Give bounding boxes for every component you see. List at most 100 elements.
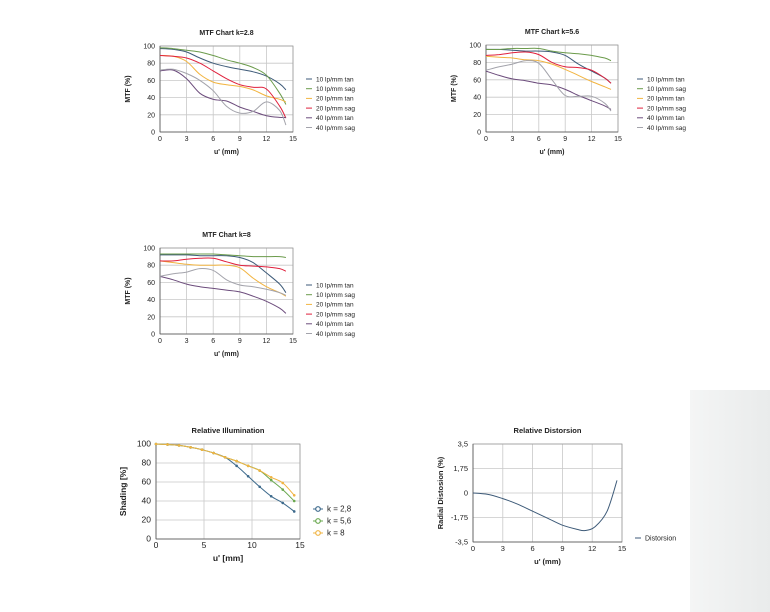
legend-label: 10 lp/mm sag [647, 86, 686, 93]
legend-label: 20 lp/mm sag [647, 105, 686, 112]
y-tick-label: 60 [147, 78, 155, 85]
y-tick-label: 40 [142, 496, 152, 506]
chart-relative-illumination: Relative Illumination 0 5 10 15 0 20 40 60 80 100 u… [118, 426, 352, 563]
data-point [292, 494, 296, 497]
data-point [281, 481, 285, 485]
y-tick-label: 60 [473, 77, 481, 84]
series-line-4 [159, 275, 287, 314]
legend-label: 20 lp/mm tan [316, 96, 354, 103]
y-tick-label: 20 [147, 112, 155, 119]
x-axis-label: u' [mm] [213, 553, 244, 563]
legend-label: 40 lp/mm sag [647, 125, 686, 132]
chart-relative-distortion: Relative Distorsion 0 3 6 9 12 15 -3,5 -1,75 0 1,7… [436, 426, 676, 566]
y-tick-label: 20 [142, 515, 152, 525]
data-point [258, 485, 261, 489]
data-point [281, 488, 285, 491]
data-point [200, 448, 204, 452]
data-point [235, 459, 238, 463]
series-line-2 [155, 443, 295, 496]
legend-marker [315, 506, 321, 512]
legend-label: 40 lp/mm tan [647, 115, 685, 122]
y-tick-label: 20 [473, 112, 481, 119]
y-axis-label: MTF (%) [125, 75, 132, 102]
series-line-0 [159, 48, 287, 91]
series-line-2 [159, 260, 287, 297]
data-point [246, 475, 250, 478]
series-line-5 [159, 68, 287, 126]
y-tick-label: 100 [137, 439, 151, 449]
x-tick-label: 0 [484, 136, 488, 143]
y-axis-label: Radial Distosion (%) [436, 456, 445, 529]
data-point [258, 469, 261, 472]
y-tick-label: 20 [147, 314, 155, 321]
series-line-0 [472, 480, 618, 532]
chart-title: MTF Chart k=5.6 [525, 29, 579, 36]
y-tick-label: 80 [473, 60, 481, 67]
y-tick-label: 0 [146, 534, 151, 544]
x-tick-label: 15 [614, 136, 622, 143]
series-line-3 [485, 51, 612, 84]
legend-marker [315, 518, 321, 524]
data-point [212, 451, 215, 455]
data-point [269, 478, 273, 482]
series-line-2 [485, 55, 612, 90]
legend-label: 10 lp/mm tan [316, 282, 354, 289]
y-tick-label: 60 [142, 477, 152, 487]
x-tick-label: 15 [289, 338, 297, 345]
y-tick-label: 40 [473, 95, 481, 102]
y-tick-label: 80 [142, 458, 152, 468]
x-tick-label: 0 [471, 544, 475, 553]
y-axis-label: MTF (%) [451, 75, 458, 102]
y-tick-label: 100 [143, 44, 155, 51]
legend-label: 40 lp/mm sag [316, 331, 355, 338]
legend-label: 40 lp/mm tan [316, 115, 354, 122]
data-point [292, 499, 296, 503]
data-point [166, 443, 169, 446]
y-tick-label: 1,75 [453, 464, 468, 473]
y-tick-label: 40 [147, 297, 155, 304]
chart-mtf-k56: MTF Chart k=5.6 0 3 6 9 12 15 0 20 40 60 80 100 u' (m… [451, 29, 686, 156]
x-tick-label: 0 [158, 338, 162, 345]
x-tick-label: 9 [563, 136, 567, 143]
y-tick-label: 0 [151, 332, 155, 339]
legend-label: 20 lp/mm sag [316, 105, 355, 112]
plot-area [159, 45, 294, 133]
series-line-4 [159, 69, 286, 119]
series-line-1 [485, 47, 612, 62]
legend-label: k = 8 [327, 528, 345, 537]
x-tick-label: 12 [263, 136, 271, 143]
data-point [235, 464, 238, 468]
x-tick-label: 0 [158, 136, 162, 143]
legend-label: 40 lp/mm tan [316, 321, 354, 328]
data-point [154, 442, 158, 446]
data-point [292, 510, 296, 513]
series-line-0 [485, 48, 612, 84]
data-point [246, 464, 250, 468]
y-axis-label: MTF (%) [125, 277, 132, 304]
y-tick-label: 80 [147, 263, 155, 270]
x-axis-label: u' (mm) [540, 149, 565, 156]
series-line-2 [159, 54, 287, 103]
chart-title: MTF Chart k=2.8 [199, 30, 253, 37]
chart-title: MTF Chart k=8 [202, 232, 251, 239]
x-tick-label: 12 [588, 544, 596, 553]
x-tick-label: 15 [295, 540, 305, 550]
y-tick-label: 80 [147, 61, 155, 68]
y-tick-label: -3,5 [455, 538, 468, 547]
series-line-0 [159, 254, 287, 293]
x-tick-label: 6 [537, 136, 541, 143]
x-tick-label: 3 [501, 544, 505, 553]
series-line-1 [159, 253, 287, 258]
legend-label: 10 lp/mm sag [316, 86, 355, 93]
x-tick-label: 3 [510, 136, 514, 143]
x-tick-label: 9 [238, 136, 242, 143]
legend-label: 20 lp/mm tan [316, 302, 354, 309]
chart-title: Relative Distorsion [514, 426, 582, 435]
data-point [269, 494, 273, 498]
legend-label: 10 lp/mm sag [316, 292, 355, 299]
data-point [269, 475, 273, 479]
legend-label: 10 lp/mm tan [316, 76, 354, 83]
x-axis-label: u' (mm) [214, 149, 239, 156]
page-edge-shade [690, 390, 770, 612]
data-point [223, 456, 227, 459]
